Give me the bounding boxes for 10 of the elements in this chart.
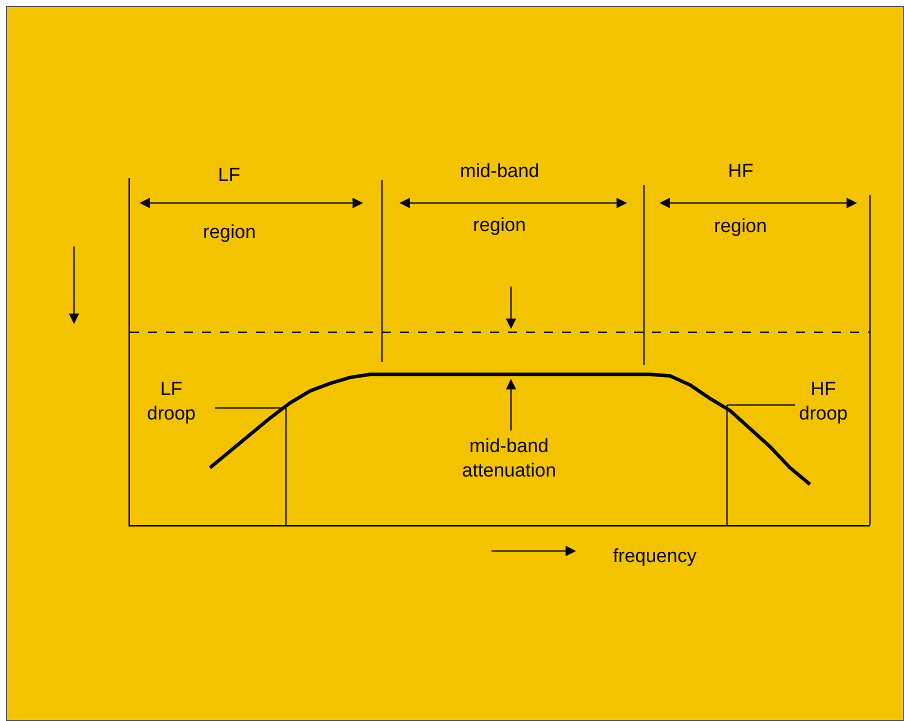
text: HF — [728, 161, 754, 182]
text: mid-band — [460, 161, 540, 182]
text: region — [714, 216, 767, 237]
annotation: LF droop — [147, 379, 196, 425]
x-axis-title: frequency — [613, 546, 697, 567]
annotation: HF droop — [799, 379, 848, 425]
text: region — [203, 222, 256, 243]
annotation: mid-band attenuation — [462, 436, 556, 482]
text: LF — [218, 165, 240, 186]
text: region — [473, 215, 526, 236]
